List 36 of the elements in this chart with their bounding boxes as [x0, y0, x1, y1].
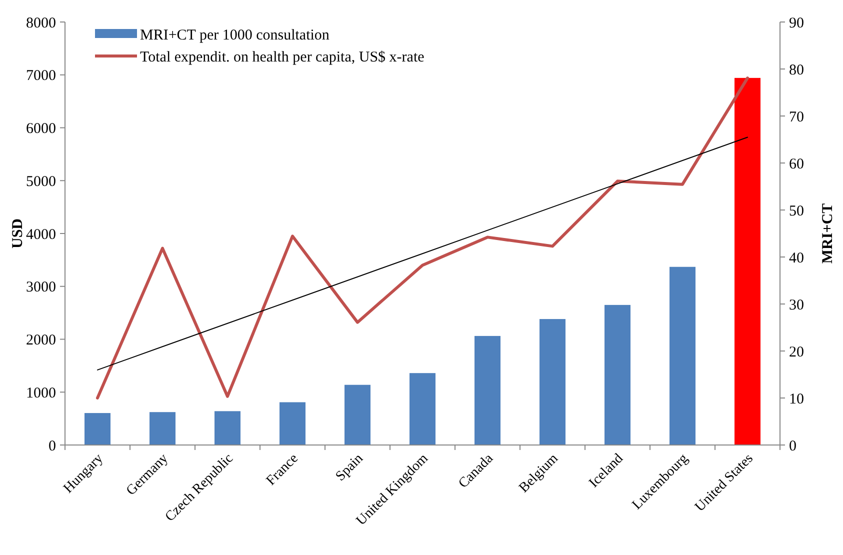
y-tick-label: 8000 — [26, 15, 56, 32]
y-tick-label: 3000 — [26, 280, 56, 296]
y2-tick-label: 0 — [789, 438, 796, 454]
y-tick-label: 6000 — [26, 121, 56, 137]
y2-tick-label: 20 — [789, 344, 804, 360]
line-series — [96, 76, 749, 400]
y2-tick-label: 30 — [789, 297, 804, 314]
y-axis-title: USD — [10, 218, 26, 249]
bar — [344, 384, 370, 445]
y-tick-label: 1000 — [26, 385, 56, 402]
bar — [474, 336, 500, 445]
bar — [280, 402, 306, 445]
bar — [410, 373, 436, 445]
y2-tick-label: 90 — [789, 15, 804, 32]
legend-label: Total expendit. on health per capita, US$ x-rate — [140, 49, 425, 66]
bar — [214, 411, 240, 445]
y2-axis-title: MRI+CT — [820, 203, 836, 264]
y2-tick-label: 80 — [789, 62, 804, 78]
bar — [604, 304, 630, 445]
y-tick-label: 2000 — [26, 332, 56, 348]
y2-tick-label: 10 — [789, 391, 804, 408]
legend-label: MRI+CT per 1000 consultation — [140, 27, 330, 44]
line-series — [97, 136, 748, 370]
bar — [734, 78, 760, 445]
y-tick-label: 0 — [48, 438, 56, 454]
bar — [670, 266, 696, 445]
y2-tick-label: 60 — [789, 156, 804, 172]
y2-tick-label: 40 — [789, 250, 804, 266]
y-tick-label: 7000 — [26, 68, 56, 84]
y2-tick-label: 50 — [789, 203, 804, 220]
y-tick-label: 5000 — [26, 174, 56, 190]
y-tick-label: 4000 — [26, 226, 56, 243]
bar — [84, 413, 110, 445]
bar — [540, 319, 566, 445]
bar — [150, 412, 176, 445]
y2-tick-label: 70 — [789, 109, 804, 126]
